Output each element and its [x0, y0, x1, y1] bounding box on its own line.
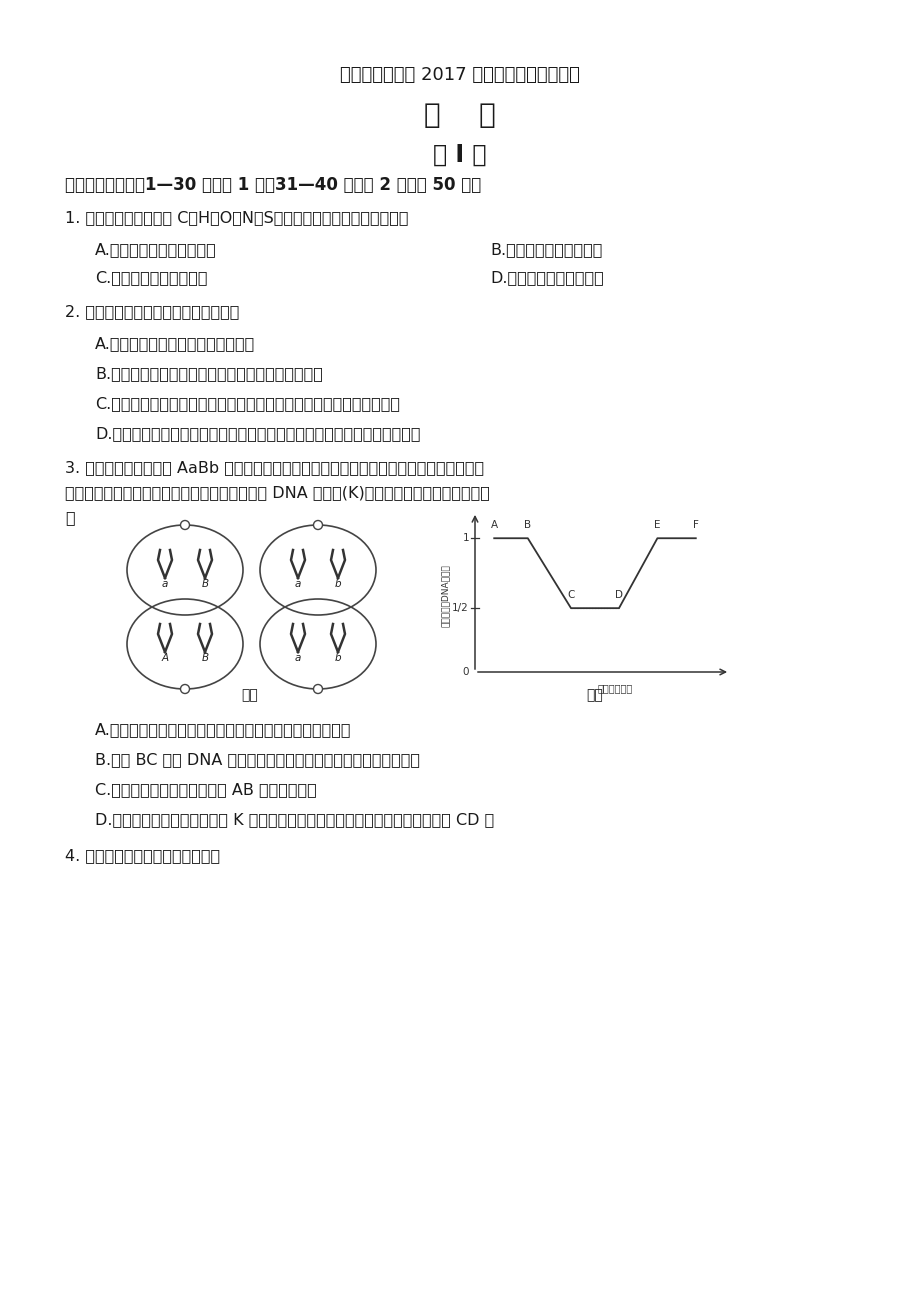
Text: 0: 0 — [462, 667, 469, 677]
Text: C.运载葡萄糖进入红细胞: C.运载葡萄糖进入红细胞 — [95, 271, 208, 285]
Text: a: a — [294, 579, 301, 589]
Text: A: A — [161, 654, 168, 663]
Text: 成都外国语学校 2017 届高二（下）期末考试: 成都外国语学校 2017 届高二（下）期末考试 — [340, 66, 579, 85]
Text: b: b — [335, 654, 341, 663]
Text: D.若图乙表示有丝分裂过程中 K 的变化，则纺锤体、染色体和细胞板都可出现在 CD 段: D.若图乙表示有丝分裂过程中 K 的变化，则纺锤体、染色体和细胞板都可出现在 C… — [95, 812, 494, 828]
Text: A: A — [490, 521, 497, 530]
Text: 4. 下列有关育种的叙述，错误的是: 4. 下列有关育种的叙述，错误的是 — [65, 849, 220, 863]
Text: D.催化细胞内的化学反应: D.催化细胞内的化学反应 — [490, 271, 603, 285]
Text: 图甲: 图甲 — [242, 687, 258, 702]
Text: 2. 下列有关细胞结构的叙述，正确的是: 2. 下列有关细胞结构的叙述，正确的是 — [65, 305, 239, 319]
Text: B.线粒体不参与卵原细胞转化为初级卵母细胞的过程: B.线粒体不参与卵原细胞转化为初级卵母细胞的过程 — [95, 366, 323, 381]
Text: A.把氨基酸运送到核糖体上: A.把氨基酸运送到核糖体上 — [95, 242, 217, 258]
Circle shape — [180, 685, 189, 694]
Text: 3. 图甲是一个基因型为 AaBb 的精原细胞在减数分裂过程中产生的两个次级精母细胞，图乙: 3. 图甲是一个基因型为 AaBb 的精原细胞在减数分裂过程中产生的两个次级精母… — [65, 461, 483, 475]
Circle shape — [313, 521, 323, 530]
Text: a: a — [294, 654, 301, 663]
Text: 1. 经测定，某化合物含 C、H、O、N、S，下列哪项最不可能是它的功能: 1. 经测定，某化合物含 C、H、O、N、S，下列哪项最不可能是它的功能 — [65, 211, 408, 225]
Text: 图乙: 图乙 — [586, 687, 603, 702]
Text: C.神经细胞轴突末梢有大量突起，有利于附着更多的神经递质受体蛋白: C.神经细胞轴突末梢有大量突起，有利于附着更多的神经递质受体蛋白 — [95, 397, 400, 411]
Text: 细胞分裂时期: 细胞分裂时期 — [596, 684, 632, 693]
Text: 1: 1 — [462, 534, 469, 543]
Text: D: D — [614, 590, 622, 600]
Text: B.与抗原发生特异性结合: B.与抗原发生特异性结合 — [490, 242, 602, 258]
Text: a: a — [162, 579, 168, 589]
Text: b: b — [335, 579, 341, 589]
Text: B: B — [524, 521, 531, 530]
Circle shape — [313, 685, 323, 694]
Text: F: F — [692, 521, 698, 530]
Circle shape — [180, 521, 189, 530]
Text: 一、单项选择题（1—30 题每题 1 分，31—40 题每题 2 分，共 50 分）: 一、单项选择题（1—30 题每题 1 分，31—40 题每题 2 分，共 50 … — [65, 176, 481, 194]
Text: 生    物: 生 物 — [424, 102, 495, 129]
Text: 1/2: 1/2 — [452, 603, 469, 613]
Text: 染色体与核DNA数目比: 染色体与核DNA数目比 — [440, 565, 449, 628]
Text: C: C — [567, 590, 574, 600]
Text: 是: 是 — [65, 510, 74, 526]
Text: 第 I 卷: 第 I 卷 — [433, 143, 486, 167]
Text: B: B — [201, 579, 209, 589]
Text: C.图甲中左图细胞对应图乙的 AB 段的某一时期: C.图甲中左图细胞对应图乙的 AB 段的某一时期 — [95, 783, 316, 798]
Text: B.图乙 BC 段中 DNA 稳定性较差，易出现碱基对增添、缺失或改变: B.图乙 BC 段中 DNA 稳定性较差，易出现碱基对增添、缺失或改变 — [95, 753, 420, 767]
Text: 表示有丝分裂和减数分裂不同时期的染色体与核 DNA 数目比(K)的变化关系。下列说法正确的: 表示有丝分裂和减数分裂不同时期的染色体与核 DNA 数目比(K)的变化关系。下列… — [65, 486, 489, 500]
Text: D.洋葱的根尖细胞中无叶绿体，但用根尖细胞可以培养出含叶绿体的植物体: D.洋葱的根尖细胞中无叶绿体，但用根尖细胞可以培养出含叶绿体的植物体 — [95, 427, 420, 441]
Text: B: B — [201, 654, 209, 663]
Text: A.图甲细胞所示的变异类型均发生在减数第二次分裂的后期: A.图甲细胞所示的变异类型均发生在减数第二次分裂的后期 — [95, 723, 351, 737]
Text: E: E — [653, 521, 660, 530]
Text: A.核仁是与核糖体形成有关的细胞器: A.核仁是与核糖体形成有关的细胞器 — [95, 336, 255, 352]
